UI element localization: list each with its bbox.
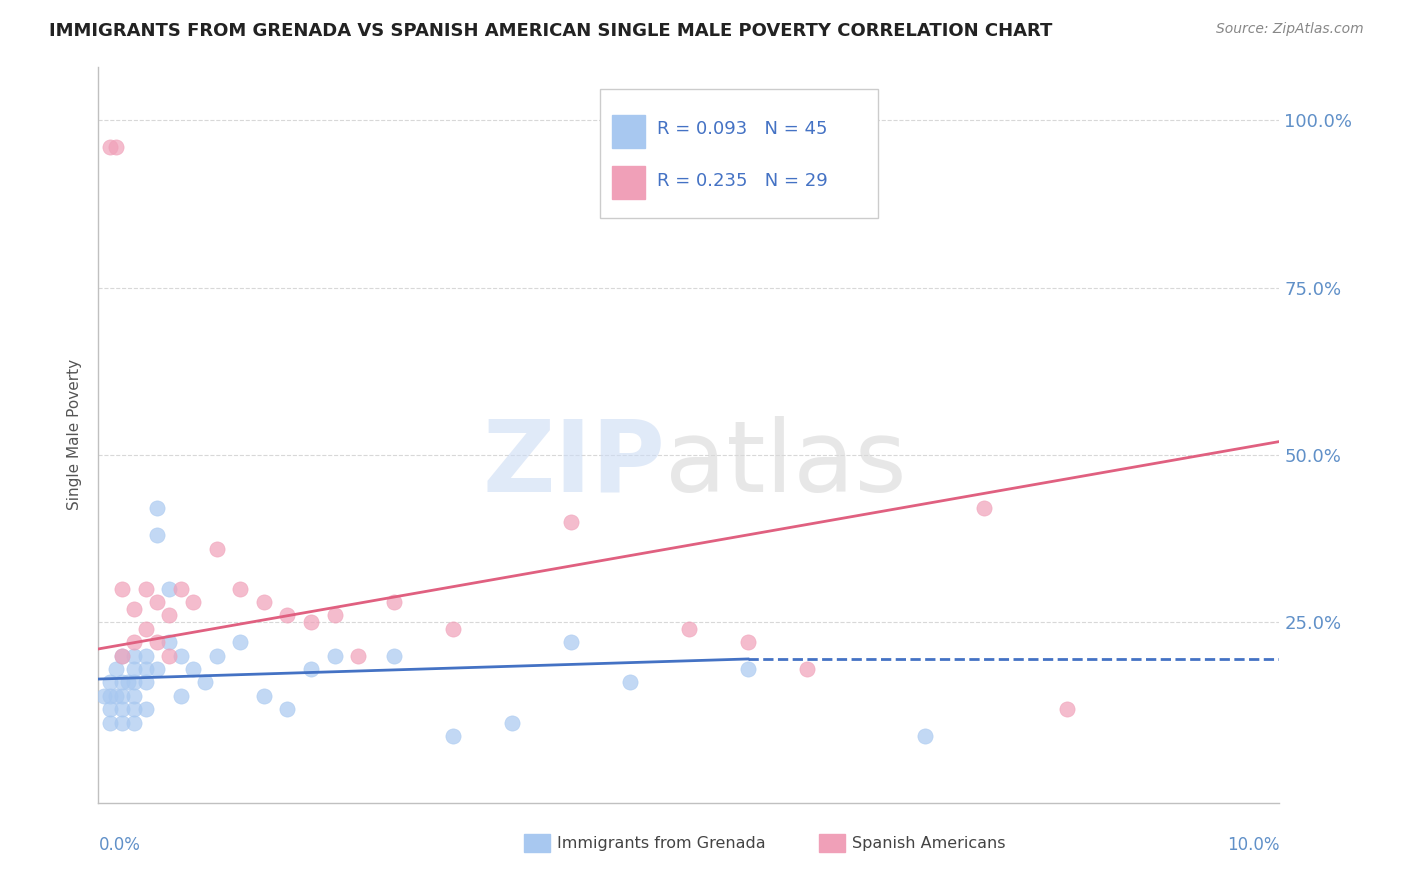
Point: [146, 501, 169, 516]
Point: [135, 582, 157, 596]
Point: [276, 608, 298, 623]
Point: [347, 648, 370, 663]
Point: [146, 635, 169, 649]
Point: [105, 689, 128, 703]
Y-axis label: Single Male Poverty: Single Male Poverty: [67, 359, 83, 510]
Point: [737, 635, 759, 649]
Point: [157, 608, 180, 623]
Point: [146, 595, 169, 609]
Point: [382, 648, 405, 663]
Point: [170, 689, 193, 703]
Point: [170, 582, 193, 596]
Point: [111, 715, 134, 730]
Point: [229, 582, 252, 596]
Point: [122, 675, 145, 690]
Point: [122, 601, 145, 615]
Point: [135, 648, 157, 663]
Text: IMMIGRANTS FROM GRENADA VS SPANISH AMERICAN SINGLE MALE POVERTY CORRELATION CHAR: IMMIGRANTS FROM GRENADA VS SPANISH AMERI…: [49, 22, 1053, 40]
Point: [181, 662, 204, 676]
Point: [111, 582, 134, 596]
Point: [146, 528, 169, 542]
Point: [135, 622, 157, 636]
Text: Source: ZipAtlas.com: Source: ZipAtlas.com: [1216, 22, 1364, 37]
Text: Immigrants from Grenada: Immigrants from Grenada: [557, 836, 765, 851]
Text: atlas: atlas: [665, 416, 907, 513]
Point: [181, 595, 204, 609]
Point: [382, 595, 405, 609]
Point: [135, 702, 157, 716]
Point: [105, 140, 128, 154]
Point: [796, 662, 818, 676]
Bar: [818, 834, 845, 852]
Point: [170, 648, 193, 663]
Point: [619, 675, 641, 690]
Point: [205, 541, 228, 556]
Point: [122, 648, 145, 663]
Point: [98, 702, 121, 716]
Point: [205, 648, 228, 663]
Text: ZIP: ZIP: [482, 416, 665, 513]
Point: [441, 729, 464, 743]
Point: [299, 662, 322, 676]
Point: [194, 675, 217, 690]
Point: [135, 675, 157, 690]
Point: [98, 715, 121, 730]
Point: [157, 648, 180, 663]
Point: [98, 675, 121, 690]
Text: 10.0%: 10.0%: [1227, 836, 1279, 854]
Point: [111, 675, 134, 690]
Point: [98, 689, 121, 703]
Point: [276, 702, 298, 716]
Point: [122, 689, 145, 703]
Point: [135, 662, 157, 676]
Point: [105, 662, 128, 676]
Point: [737, 662, 759, 676]
Point: [501, 715, 523, 730]
Point: [323, 648, 346, 663]
Bar: [612, 166, 645, 200]
Text: 0.0%: 0.0%: [98, 836, 141, 854]
Point: [111, 648, 134, 663]
Point: [122, 715, 145, 730]
Point: [157, 582, 180, 596]
Point: [560, 635, 582, 649]
Point: [122, 662, 145, 676]
Point: [111, 702, 134, 716]
FancyBboxPatch shape: [600, 89, 877, 218]
Point: [914, 729, 936, 743]
Point: [253, 689, 276, 703]
Point: [323, 608, 346, 623]
Point: [146, 662, 169, 676]
Point: [253, 595, 276, 609]
Point: [229, 635, 252, 649]
Text: R = 0.235   N = 29: R = 0.235 N = 29: [657, 172, 828, 190]
Point: [122, 635, 145, 649]
Point: [973, 501, 995, 516]
Point: [678, 622, 700, 636]
Bar: [612, 115, 645, 148]
Point: [117, 675, 139, 690]
Bar: [523, 834, 550, 852]
Point: [441, 622, 464, 636]
Text: Spanish Americans: Spanish Americans: [852, 836, 1005, 851]
Point: [111, 648, 134, 663]
Point: [111, 689, 134, 703]
Point: [157, 635, 180, 649]
Point: [98, 140, 121, 154]
Point: [93, 689, 115, 703]
Point: [1056, 702, 1078, 716]
Point: [299, 615, 322, 630]
Text: R = 0.093   N = 45: R = 0.093 N = 45: [657, 120, 828, 138]
Point: [560, 515, 582, 529]
Point: [122, 702, 145, 716]
